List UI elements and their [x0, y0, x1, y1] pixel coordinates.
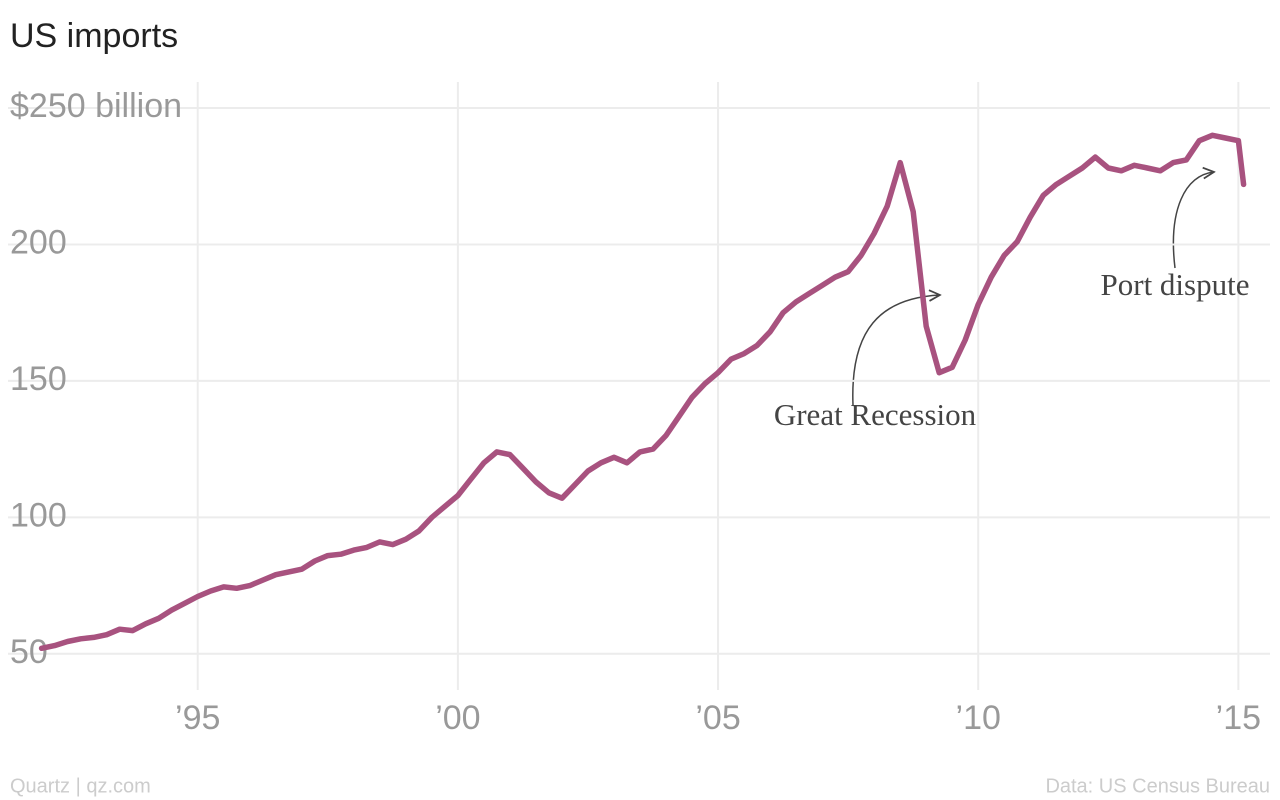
- x-tick-label: ’15: [1216, 699, 1261, 737]
- annotation: Port dispute: [1101, 267, 1250, 302]
- x-tick-label: ’00: [435, 699, 480, 737]
- credit: Quartz | qz.com: [10, 775, 151, 797]
- y-tick-label: $250 billion: [10, 87, 182, 125]
- y-tick-label: 150: [10, 360, 67, 398]
- y-tick-label: 100: [10, 496, 67, 534]
- x-tick-label: ’10: [956, 699, 1001, 737]
- data-line: [38, 132, 1247, 652]
- annotation: Great Recession: [774, 397, 977, 432]
- annotation-arrow: [1172, 172, 1214, 269]
- x-tick-label: ’95: [175, 699, 220, 737]
- y-tick-label: 50: [10, 633, 48, 671]
- chart-title: US imports: [10, 17, 178, 55]
- y-tick-label: 200: [10, 223, 67, 261]
- source: Data: US Census Bureau: [1045, 775, 1270, 797]
- x-tick-label: ’05: [695, 699, 740, 737]
